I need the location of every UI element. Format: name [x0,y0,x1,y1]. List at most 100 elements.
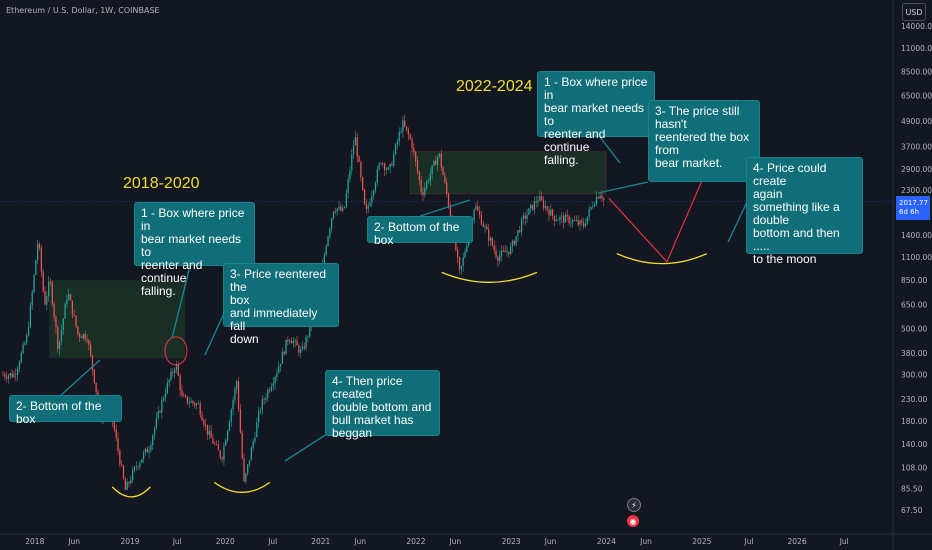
candle-body [457,249,459,258]
candle-body [341,207,344,211]
candle-body [329,228,331,237]
candle-body [404,120,406,127]
candle-body [159,411,161,413]
candle-body [495,250,497,258]
candle-body [362,177,364,190]
candle-body [488,229,490,241]
note-double-bottom-2020[interactable]: 4- Then price created double bottom and … [325,370,440,440]
candle-body [232,399,234,410]
y-tick-label: 85.50 [901,485,923,494]
candle-body [383,163,386,170]
candle-body [141,459,143,463]
candle-body [424,187,426,196]
earnings-flag-icon[interactable]: ◉ [627,515,639,527]
candle-body [11,373,13,378]
note-bottom-box-2022[interactable]: 2- Bottom of the box [367,216,473,247]
candle-body [71,300,74,315]
candle-body [265,397,267,400]
candle-body [436,156,439,166]
y-tick-label: 11000.00 [901,44,932,53]
candle-body [382,163,384,165]
candle-body [590,206,592,210]
candle-body [192,401,194,404]
candle-body [148,450,150,453]
candle-body [272,383,274,387]
candle-body [31,292,33,305]
y-tick-label: 108.00 [901,463,927,472]
candle-body [298,345,300,353]
candle-body [422,191,424,196]
candle-body [166,382,168,394]
candle-body [179,375,181,391]
note-box-bear-2022[interactable]: 1 - Box where price in bear market needs… [537,71,655,167]
note-price-reentered[interactable]: 3- Price reentered the box and immediate… [223,263,339,346]
era-label-2018: 2018-2020 [123,175,200,192]
candle-body [537,200,539,203]
candle-body [593,204,596,207]
candle-body [506,251,508,253]
candle-body [460,266,462,270]
y-tick-label: 650.00 [901,301,927,310]
note-pointer [727,199,749,243]
candle-body [194,403,196,406]
candle-body [473,209,475,221]
candle-body [396,141,399,145]
x-tick-label: 2019 [120,537,139,546]
note-not-reentered[interactable]: 3- The price still hasn't reentered the … [648,100,760,182]
currency-button[interactable]: USD [902,3,926,21]
candle-body [528,208,530,215]
candle-body [535,201,537,203]
candle-body [226,430,229,441]
candle-body [371,195,373,203]
candle-body [216,444,218,445]
note-pointer [284,431,331,462]
candle-body [378,164,380,170]
candle-body [486,226,488,230]
note-pointer [419,199,471,217]
candle-body [489,238,492,241]
candle-body [27,327,30,336]
candle-body [137,466,139,468]
candle-body [334,211,336,213]
candle-body [586,216,588,225]
candle-body [66,299,68,304]
candle-body [429,174,431,182]
candle-body [380,163,382,165]
bottom-arc [441,271,538,283]
candle-body [230,409,232,422]
candle-body [588,209,590,217]
bottom-arc [616,253,708,265]
note-bottom-box-2018[interactable]: 2- Bottom of the box [9,395,122,426]
candle-body [561,215,563,217]
candle-body [427,181,430,183]
candle-body [29,304,32,328]
x-tick-label: 2020 [216,537,235,546]
y-tick-label: 8500.00 [901,67,932,76]
candle-body [53,303,55,317]
candle-body [77,326,79,335]
candle-body [49,281,52,283]
candle-body [296,340,298,346]
candle-body [55,316,57,328]
candle-body [217,444,220,451]
candle-body [553,215,556,221]
last-price-tag: 2017.77 6d 6h [896,196,930,220]
candle-body [82,333,84,339]
candle-body [509,246,512,255]
x-tick-label: 2021 [311,537,330,546]
candle-body [42,271,44,292]
note-box-bear-2018[interactable]: 1 - Box where price in bear market needs… [134,202,255,298]
candle-body [86,339,88,341]
candle-body [212,437,214,444]
candle-body [542,200,545,208]
candle-body [254,437,256,442]
candle-body [323,255,326,266]
y-tick-label: 4900.00 [901,117,932,126]
lightning-icon[interactable]: ⚡ [627,498,641,512]
candle-body [261,399,263,410]
note-double-bottom-projection[interactable]: 4- Price could create again something li… [746,157,863,266]
candle-body [181,390,183,396]
candle-body [557,219,559,221]
